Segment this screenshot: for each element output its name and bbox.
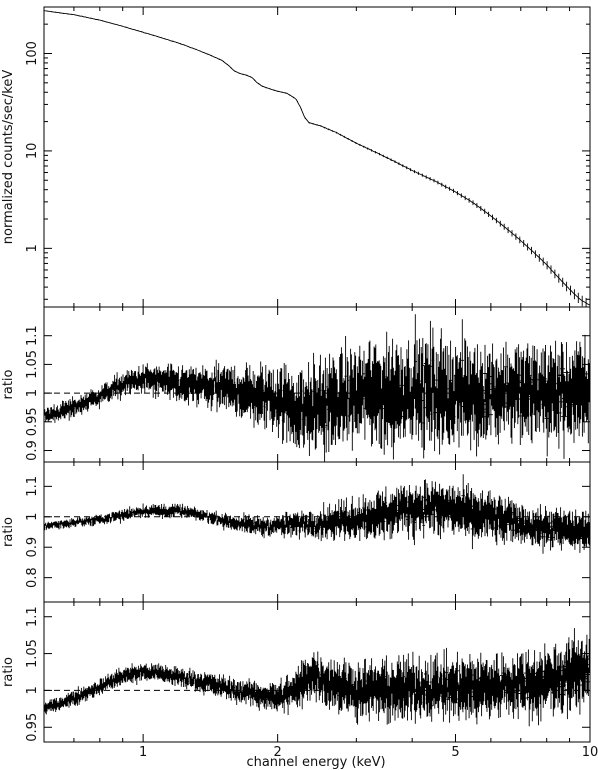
- x-axis: 1 2 5 10: [139, 745, 598, 760]
- y-tick-label: 1.1: [25, 476, 40, 497]
- ratio-error-bars: [44, 474, 590, 554]
- ratio-error-bars: [44, 628, 590, 727]
- x-tick-label: 5: [451, 745, 459, 760]
- ratio-panel-3: 0.95 1 1.05 1.1 ratio: [1, 601, 591, 743]
- y-tick-label: 1.05: [25, 639, 40, 668]
- ratio-panel-2: 0.8 0.9 1 1.1 ratio: [1, 461, 591, 603]
- y-tick-label: 1.1: [25, 606, 40, 627]
- spectrum-panel: 1 10 100 normalized counts/sec/keV: [1, 6, 591, 308]
- y-tick-label: 0.9: [25, 440, 40, 461]
- y-tick-label: 10: [25, 143, 40, 160]
- data-series: [44, 628, 590, 727]
- data-series: [44, 314, 590, 462]
- y-axis-label: ratio: [1, 517, 16, 547]
- data-series: [44, 10, 590, 307]
- y-tick-label: 1: [25, 686, 40, 694]
- y-axis-label: normalized counts/sec/keV: [1, 70, 16, 245]
- y-tick-label: 1: [25, 389, 40, 397]
- y-tick-label: 0.95: [25, 407, 40, 436]
- spectrum-curve: [44, 10, 590, 306]
- y-tick-label: 0.95: [25, 713, 40, 742]
- x-axis-label: channel energy (keV): [246, 755, 385, 770]
- y-tick-label: 0.9: [25, 537, 40, 558]
- y-tick-label: 1: [25, 513, 40, 521]
- y-tick-label: 1.05: [25, 350, 40, 379]
- x-tick-label: 2: [274, 745, 282, 760]
- data-series: [44, 474, 590, 554]
- y-tick-label: 0.8: [25, 567, 40, 588]
- ratio-error-bars: [44, 314, 590, 462]
- x-tick-label: 1: [139, 745, 147, 760]
- x-tick-label: 10: [582, 745, 598, 760]
- ratio-panel-1: 0.9 0.95 1 1.05 1.1 ratio: [1, 306, 591, 463]
- y-axis-label: ratio: [1, 657, 16, 687]
- y-axis-label: ratio: [1, 369, 16, 399]
- plot-frame: [43, 6, 591, 308]
- y-tick-label: 1: [25, 244, 40, 252]
- y-tick-label: 1.1: [25, 325, 40, 346]
- y-tick-label: 100: [25, 41, 40, 66]
- spectrum-error-bars: [44, 10, 590, 307]
